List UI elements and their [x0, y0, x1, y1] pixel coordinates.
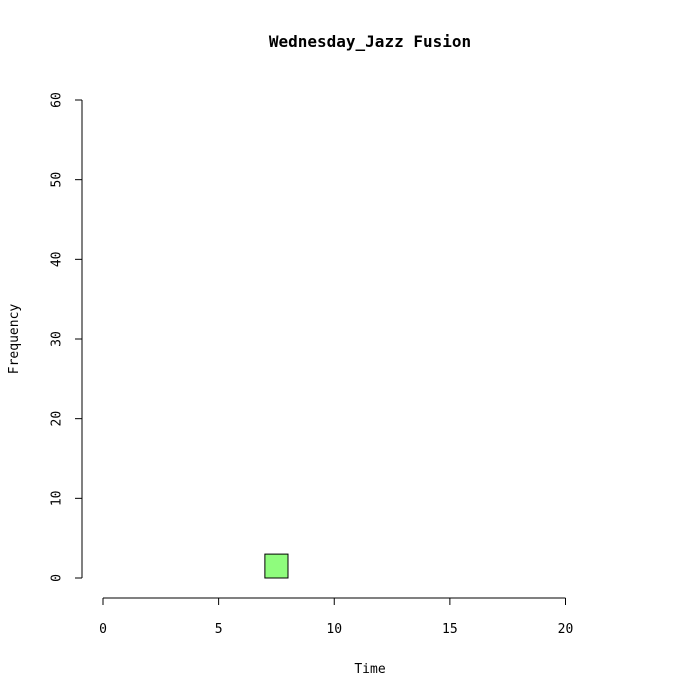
x-axis: 0 5 10 15 20: [99, 597, 573, 637]
y-tick-label-40: 40: [50, 252, 65, 268]
y-tick-label-0: 0: [50, 574, 65, 582]
x-tick-label-10: 10: [326, 622, 342, 637]
y-tick-label-60: 60: [50, 92, 65, 108]
x-axis-label: Time: [354, 662, 385, 677]
y-tick-label-10: 10: [50, 491, 65, 507]
x-ticks: 0 5 10 15 20: [99, 598, 573, 637]
y-axis: 0 10 20 30 40 50 60: [50, 92, 83, 582]
bars-group: [264, 553, 289, 579]
y-axis-label: Frequency: [7, 304, 22, 375]
x-tick-label-20: 20: [558, 622, 574, 637]
y-tick-label-20: 20: [50, 411, 65, 427]
chart-title: Wednesday_Jazz Fusion: [269, 32, 471, 51]
y-tick-label-50: 50: [50, 172, 65, 188]
y-tick-label-30: 30: [50, 331, 65, 347]
x-tick-label-0: 0: [99, 622, 107, 637]
x-tick-label-15: 15: [442, 622, 458, 637]
histogram-bar-7: [264, 553, 289, 579]
y-ticks: 0 10 20 30 40 50 60: [50, 92, 82, 582]
x-tick-label-5: 5: [215, 622, 223, 637]
